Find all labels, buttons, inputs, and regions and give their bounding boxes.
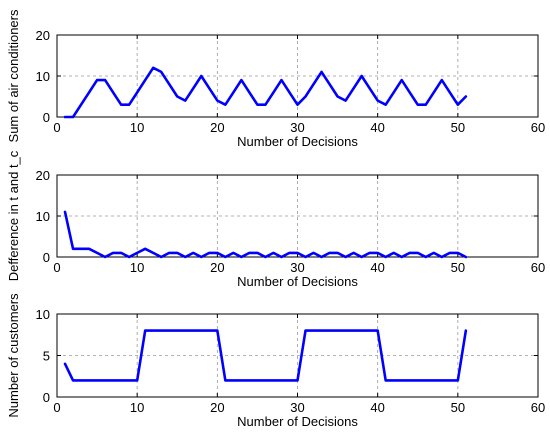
x-tick-label: 60 bbox=[531, 120, 545, 135]
x-tick-label: 40 bbox=[370, 400, 384, 415]
x-axis-label: Number of Decisions bbox=[237, 274, 358, 289]
y-tick-label: 20 bbox=[36, 168, 50, 183]
y-axis-label: Defference in t and t_c bbox=[6, 150, 21, 281]
x-tick-label: 20 bbox=[210, 260, 224, 275]
x-tick-label: 50 bbox=[451, 120, 465, 135]
series-line bbox=[63, 210, 468, 259]
x-axis-label: Number of Decisions bbox=[237, 134, 358, 149]
x-tick-label: 60 bbox=[531, 400, 545, 415]
panel-difference: 0 10 20 30 40 50 60 0 10 20 Number of Decisions Def… bbox=[6, 150, 545, 289]
x-tick-label: 50 bbox=[451, 260, 465, 275]
y-tick-label: 0 bbox=[43, 390, 50, 405]
x-tick-label: 10 bbox=[130, 120, 144, 135]
x-axis-label: Number of Decisions bbox=[237, 414, 358, 429]
y-tick-label: 0 bbox=[43, 250, 50, 265]
x-tick-label: 40 bbox=[370, 120, 384, 135]
y-tick-label: 10 bbox=[36, 69, 50, 84]
series-line bbox=[63, 66, 468, 119]
panel-air-conditioners: 0 10 20 30 40 50 60 0 10 20 Number of Decisions Sum… bbox=[6, 9, 545, 149]
x-tick-label: 30 bbox=[290, 260, 304, 275]
x-tick-label: 60 bbox=[531, 260, 545, 275]
series-line bbox=[63, 329, 468, 382]
y-tick-label: 0 bbox=[43, 110, 50, 125]
x-tick-label: 30 bbox=[290, 400, 304, 415]
x-tick-label: 20 bbox=[210, 400, 224, 415]
y-tick-label: 10 bbox=[36, 209, 50, 224]
x-tick-label: 10 bbox=[130, 400, 144, 415]
x-tick-label: 0 bbox=[53, 120, 60, 135]
y-tick-label: 5 bbox=[43, 349, 50, 364]
panel-customers: 0 10 20 30 40 50 60 0 5 10 Number of Decisions Numb… bbox=[6, 293, 545, 429]
y-axis-label: Number of customers bbox=[6, 293, 21, 418]
y-tick-label: 10 bbox=[36, 307, 50, 322]
x-tick-label: 20 bbox=[210, 120, 224, 135]
x-tick-label: 40 bbox=[370, 260, 384, 275]
y-axis-label: Sum of air conditioners bbox=[6, 9, 21, 142]
y-tick-label: 20 bbox=[36, 28, 50, 43]
x-tick-label: 0 bbox=[53, 400, 60, 415]
x-tick-label: 30 bbox=[290, 120, 304, 135]
x-tick-label: 0 bbox=[53, 260, 60, 275]
x-tick-label: 50 bbox=[451, 400, 465, 415]
x-tick-label: 10 bbox=[130, 260, 144, 275]
